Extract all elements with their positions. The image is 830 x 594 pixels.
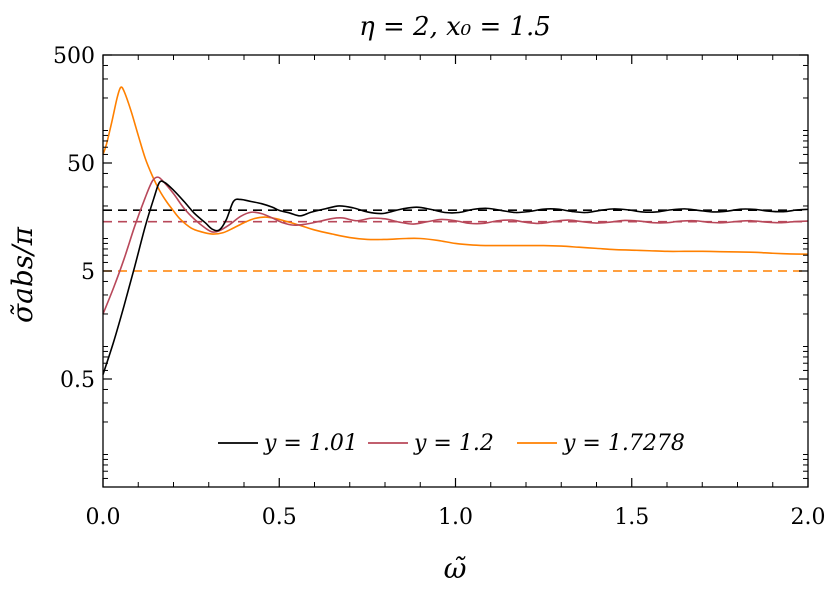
x-tick-labels: 0.0 0.5 1.0 1.5 2.0 <box>86 505 826 530</box>
legend-label-0: y = 1.01 <box>263 431 358 456</box>
x-tick-label: 1.0 <box>438 505 473 530</box>
x-tick-label: 0.0 <box>86 505 121 530</box>
y-tick-label: 50 <box>67 152 95 177</box>
y-axis-label: σ̃abs/π <box>6 226 39 323</box>
plot-area <box>102 54 809 488</box>
legend-label-1: y = 1.2 <box>413 431 494 456</box>
y-tick-label: 500 <box>53 44 95 69</box>
y-tick-labels: 0.5 5 50 500 <box>53 44 95 393</box>
series-line-1 <box>102 176 809 315</box>
series-lines <box>102 86 809 375</box>
x-tick-label: 2.0 <box>791 505 826 530</box>
chart-title: η = 2, x₀ = 1.5 <box>359 12 551 42</box>
y-tick-label: 0.5 <box>60 368 95 393</box>
x-tick-label: 0.5 <box>262 505 297 530</box>
series-line-2 <box>102 86 809 256</box>
legend-label-2: y = 1.7278 <box>562 431 685 456</box>
x-axis-label: ω̃ <box>444 552 467 585</box>
legend: y = 1.01 y = 1.2 y = 1.7278 <box>218 431 685 456</box>
series-line-0 <box>102 180 809 375</box>
reference-lines <box>103 209 808 272</box>
y-tick-label: 5 <box>81 260 95 285</box>
ticks <box>102 54 809 487</box>
x-tick-label: 1.5 <box>614 505 649 530</box>
